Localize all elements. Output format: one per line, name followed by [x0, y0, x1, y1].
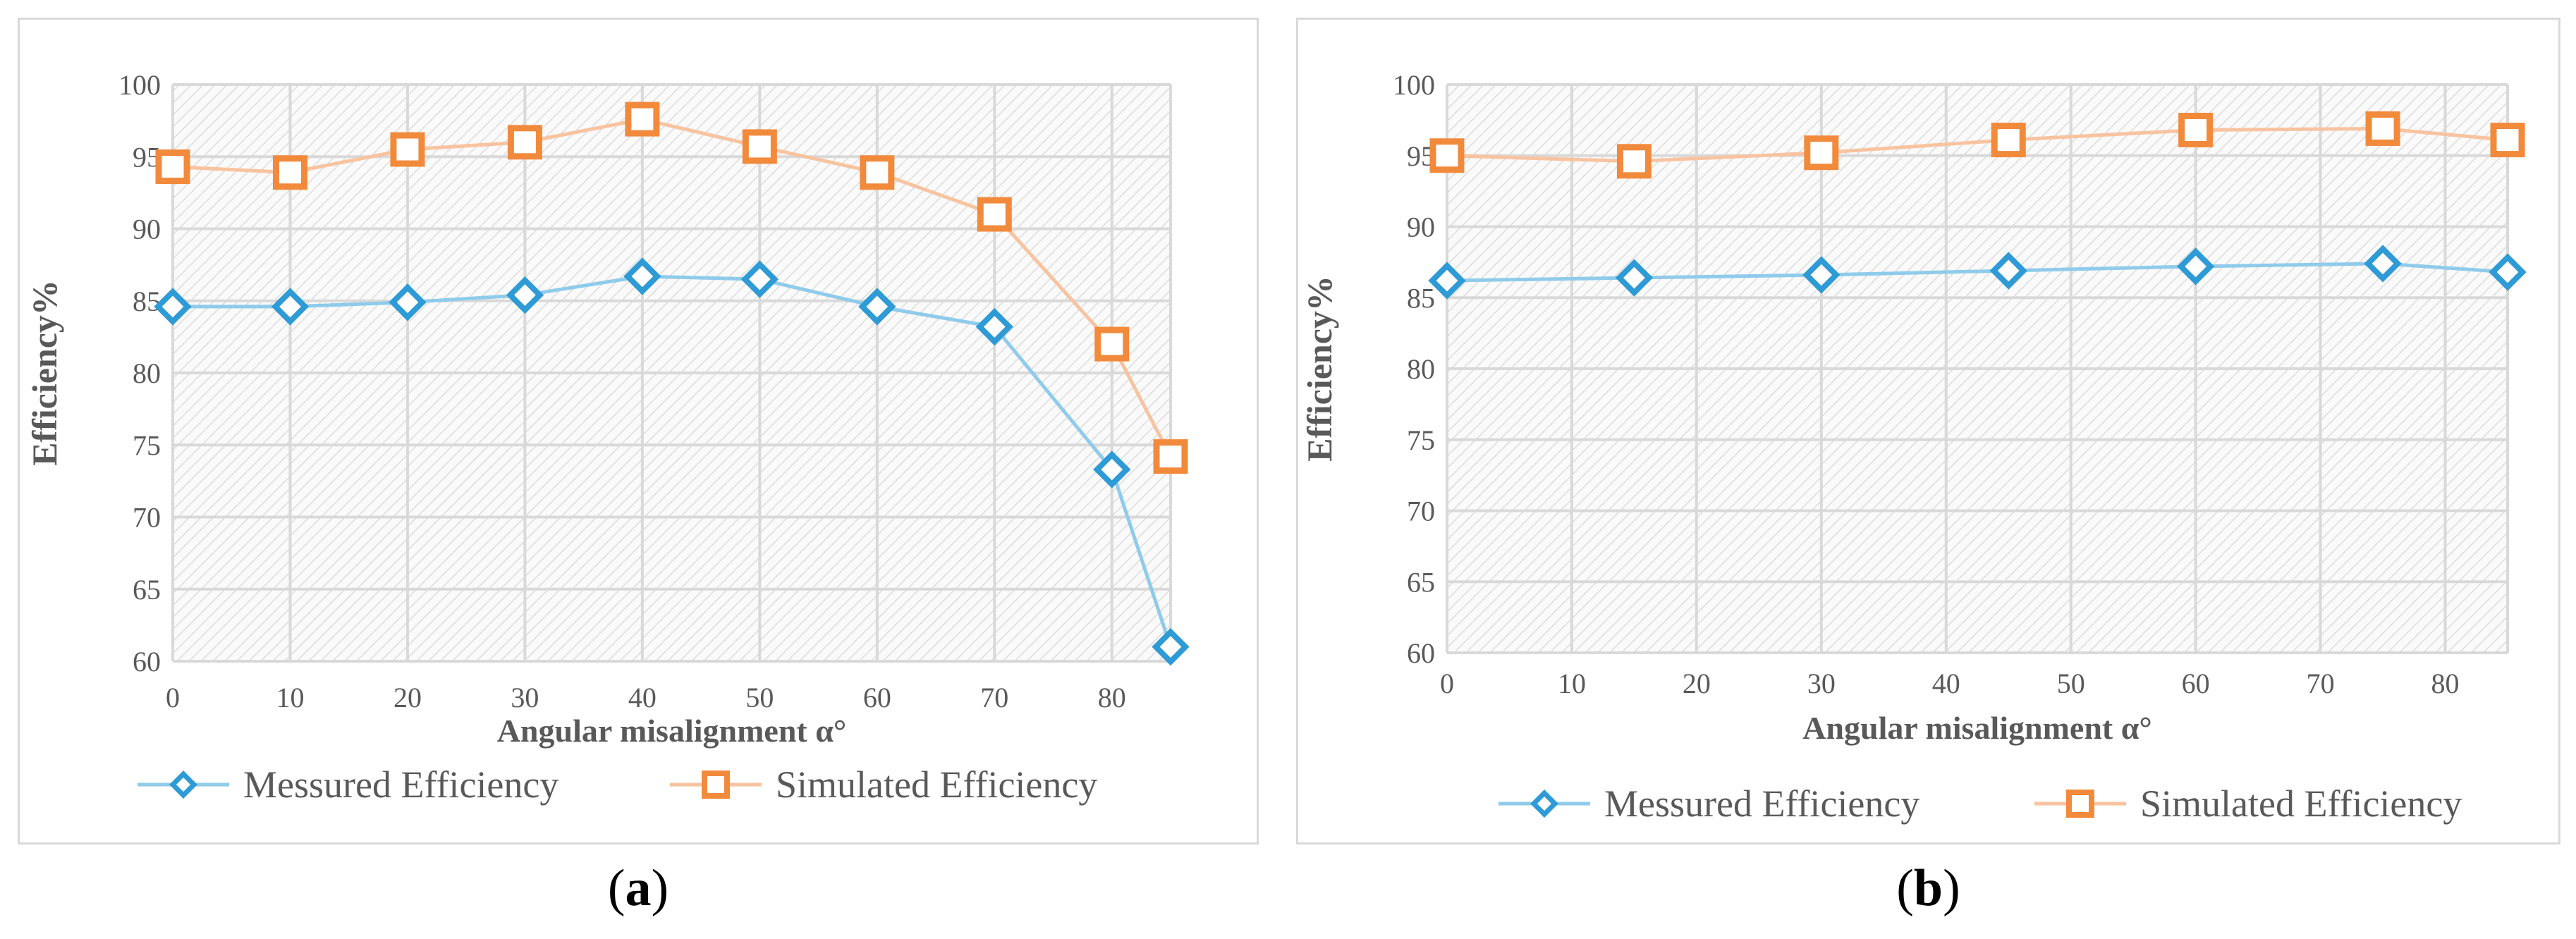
caption-a-close: ) — [651, 859, 669, 917]
caption-a: (a) — [18, 857, 1259, 920]
y-tick-label: 100 — [118, 69, 161, 101]
legend-label: Messured Efficiency — [1604, 782, 1919, 825]
x-axis-title: Angular misalignment α° — [1802, 710, 2152, 746]
marker-simulated — [2178, 112, 2214, 147]
y-tick-label: 85 — [133, 286, 161, 317]
x-tick-label: 30 — [511, 682, 539, 713]
marker-measured — [2176, 247, 2215, 286]
y-axis-title: Efficiency% — [25, 280, 64, 466]
y-tick-label: 100 — [1393, 69, 1435, 101]
x-tick-label: 0 — [1440, 668, 1454, 699]
marker-simulated — [272, 155, 307, 190]
x-tick-label: 40 — [1932, 668, 1960, 699]
y-axis-title: Efficiency% — [1300, 276, 1339, 462]
y-tick-label: 60 — [1407, 637, 1435, 669]
marker-measured — [506, 276, 544, 314]
marker-simulated — [2365, 111, 2400, 146]
x-tick-label: 20 — [393, 682, 422, 713]
marker-measured — [154, 288, 192, 326]
marker-simulated — [625, 102, 660, 137]
marker-measured — [623, 257, 661, 295]
x-tick-label: 80 — [1098, 682, 1126, 713]
marker-measured — [740, 260, 779, 298]
x-tick-label: 30 — [1807, 668, 1836, 699]
marker-measured — [858, 288, 896, 326]
x-tick-label: 10 — [1558, 668, 1586, 699]
legend-label: Simulated Efficiency — [2140, 782, 2462, 825]
y-tick-label: 90 — [133, 214, 161, 245]
caption-b: (b) — [1296, 857, 2560, 920]
x-axis-title: Angular misalignment α° — [497, 713, 847, 749]
legend-marker-simulated — [2066, 790, 2094, 818]
marker-simulated — [742, 129, 777, 164]
marker-simulated — [1804, 135, 1839, 171]
legend-label: Messured Efficiency — [243, 763, 558, 806]
marker-measured — [1093, 450, 1131, 489]
legend-label: Simulated Efficiency — [776, 763, 1097, 806]
marker-simulated — [507, 125, 542, 160]
caption-b-open: ( — [1896, 859, 1914, 917]
marker-simulated — [1429, 138, 1465, 173]
x-tick-label: 70 — [2307, 668, 2335, 699]
x-tick-label: 20 — [1683, 668, 1711, 699]
x-tick-label: 50 — [745, 682, 774, 713]
marker-simulated — [390, 132, 425, 167]
series-line — [173, 274, 1173, 648]
marker-measured — [271, 288, 310, 326]
y-tick-label: 80 — [133, 357, 161, 389]
legend-marker-measured — [1530, 790, 1558, 818]
x-tick-label: 70 — [980, 682, 1008, 713]
x-tick-label: 60 — [2182, 668, 2210, 699]
marker-simulated — [1991, 123, 2026, 158]
caption-b-close: ) — [1943, 859, 1960, 917]
marker-measured — [975, 307, 1013, 346]
x-tick-label: 60 — [863, 682, 891, 713]
caption-a-letter: a — [625, 859, 652, 917]
x-tick-label: 10 — [276, 682, 304, 713]
marker-simulated — [155, 149, 190, 185]
marker-simulated — [1616, 144, 1652, 179]
x-tick-label: 50 — [2057, 668, 2085, 699]
y-tick-label: 85 — [1407, 282, 1435, 314]
y-tick-label: 75 — [133, 429, 161, 461]
y-tick-label: 70 — [1407, 496, 1435, 527]
marker-measured — [1802, 256, 1841, 294]
marker-simulated — [1094, 326, 1130, 362]
marker-measured — [1989, 252, 2027, 290]
marker-simulated — [2490, 123, 2525, 158]
caption-b-letter: b — [1913, 859, 1943, 917]
y-tick-label: 90 — [1407, 211, 1435, 243]
marker-simulated — [977, 197, 1012, 232]
legend-marker-simulated — [702, 771, 730, 799]
marker-measured — [1615, 259, 1654, 297]
y-tick-label: 75 — [1407, 424, 1435, 456]
marker-measured — [389, 283, 427, 321]
marker-measured — [2489, 253, 2527, 291]
legend-marker-measured — [169, 771, 197, 799]
marker-simulated — [860, 155, 895, 190]
x-tick-label: 40 — [628, 682, 657, 713]
series-line — [172, 117, 1173, 458]
x-tick-label: 80 — [2431, 668, 2460, 699]
marker-simulated — [1153, 439, 1188, 474]
y-tick-label: 65 — [1407, 566, 1435, 598]
marker-measured — [1428, 262, 1466, 300]
x-tick-label: 0 — [166, 682, 180, 713]
caption-a-open: ( — [607, 859, 625, 917]
marker-measured — [1152, 627, 1190, 666]
marker-measured — [2364, 245, 2402, 283]
y-tick-label: 70 — [133, 502, 161, 534]
y-tick-label: 80 — [1407, 353, 1435, 385]
y-tick-label: 60 — [133, 646, 161, 677]
y-tick-label: 65 — [133, 574, 161, 606]
